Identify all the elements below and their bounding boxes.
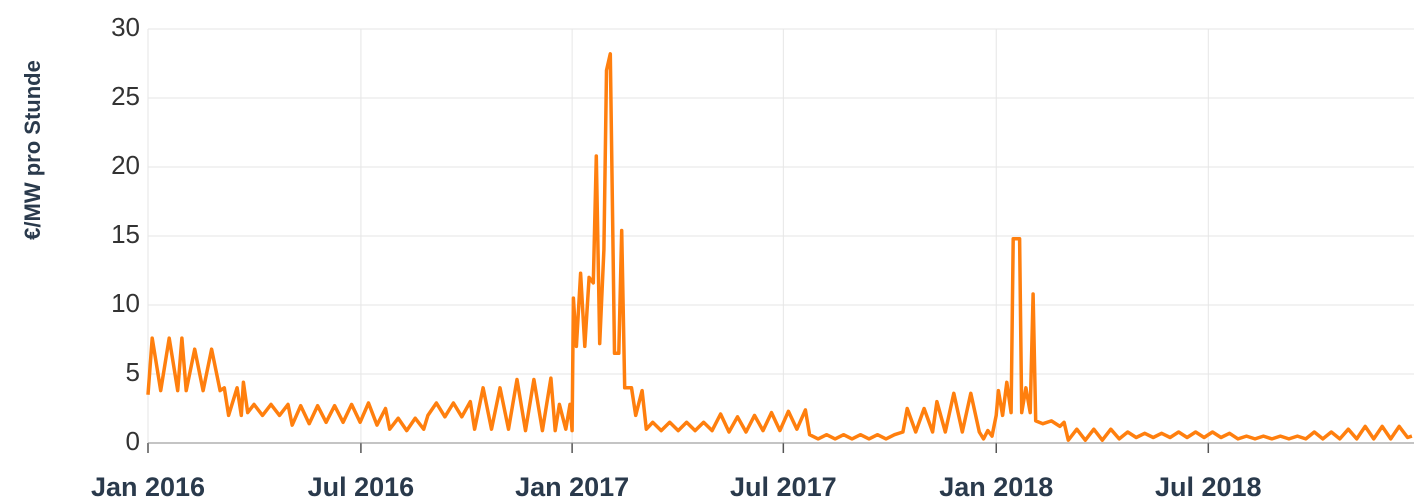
x-tick-label: Jul 2017	[730, 472, 837, 502]
x-tick-label: Jan 2018	[939, 472, 1053, 502]
y-tick-label: 10	[111, 288, 140, 318]
y-axis-label: €/MW pro Stunde	[20, 60, 45, 240]
line	[146, 52, 1413, 442]
x-tick-label: Jan 2017	[515, 472, 629, 502]
y-tick-label: 30	[111, 12, 140, 42]
y-tick-label: 20	[111, 150, 140, 180]
y-tick-label: 25	[111, 81, 140, 111]
x-tick-label: Jul 2016	[308, 472, 415, 502]
y-tick-label: 15	[111, 219, 140, 249]
y-tick-label: 5	[126, 357, 140, 387]
x-tick-label: Jan 2016	[91, 472, 205, 502]
y-tick-label: 0	[126, 426, 140, 456]
x-tick-label: Jul 2018	[1155, 472, 1262, 502]
